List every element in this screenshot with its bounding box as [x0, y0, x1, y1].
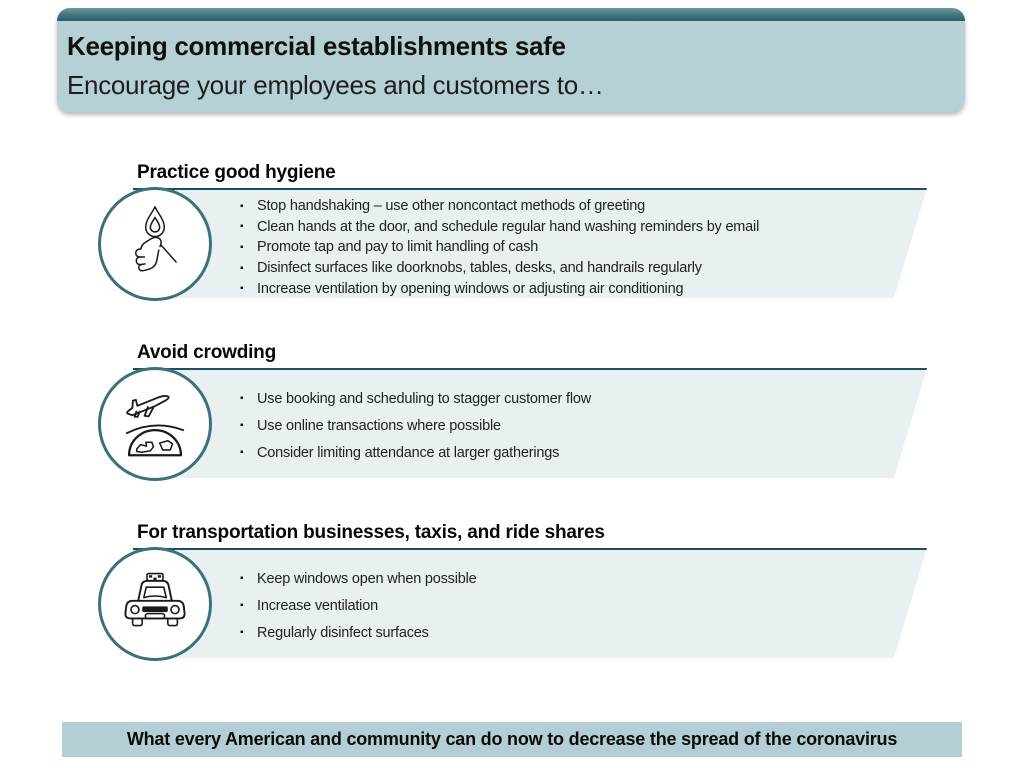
bullet-list: ▪ Use booking and scheduling to stagger c… [240, 370, 900, 466]
bullet-square-icon: ▪ [240, 241, 244, 253]
section-heading: Avoid crowding [137, 342, 276, 363]
section-heading: Practice good hygiene [137, 162, 336, 183]
list-item: ▪ Consider limiting attendance at larger … [240, 439, 900, 466]
section-heading: For transportation businesses, taxis, an… [137, 522, 605, 543]
icon-circle [98, 187, 212, 301]
list-item: ▪ Promote tap and pay to limit handling o… [240, 237, 900, 258]
bullet-text: Promote tap and pay to limit handling of… [257, 239, 539, 256]
list-item: ▪ Use booking and scheduling to stagger c… [240, 385, 900, 412]
header-panel: Keeping commercial establishments safe E… [57, 8, 965, 112]
section-bullet-box: ▪ Keep windows open when possible ▪ Increa… [133, 548, 927, 658]
bullet-text: Increase ventilation by opening windows … [257, 280, 684, 297]
bullet-text: Disinfect surfaces like doorknobs, table… [257, 260, 702, 277]
taxi-icon [124, 572, 186, 627]
section-bullet-box: ▪ Stop handshaking – use other noncontact… [133, 188, 927, 298]
section-hygiene: Practice good hygiene ▪ Stop handshaking … [0, 160, 1024, 340]
bullet-square-icon: ▪ [240, 200, 244, 212]
bullet-square-icon: ▪ [240, 420, 244, 431]
list-item: ▪ Use online transactions where possible [240, 412, 900, 439]
section-crowding: Avoid crowding ▪ Use booking and scheduli… [0, 340, 1024, 520]
bullet-text: Regularly disinfect surfaces [257, 624, 429, 641]
header-accent-band [57, 8, 965, 21]
icon-circle [98, 547, 212, 661]
list-item: ▪ Stop handshaking – use other noncontact… [240, 196, 900, 217]
bullet-text: Stop handshaking – use other noncontact … [257, 198, 646, 215]
slide-subtitle: Encourage your employees and customers t… [67, 70, 604, 100]
slide-title: Keeping commercial establishments safe [67, 31, 566, 61]
bullet-square-icon: ▪ [240, 600, 244, 611]
bullet-square-icon: ▪ [240, 283, 244, 295]
list-item: ▪ Disinfect surfaces like doorknobs, tabl… [240, 258, 900, 279]
footer-text: What every American and community can do… [126, 729, 898, 749]
bullet-text: Increase ventilation [257, 597, 378, 614]
bullet-square-icon: ▪ [240, 447, 244, 458]
bullet-text: Use online transactions where possible [257, 417, 501, 434]
bullet-text: Use booking and scheduling to stagger cu… [257, 390, 591, 407]
list-item: ▪ Increase ventilation by opening windows… [240, 278, 900, 299]
bullet-square-icon: ▪ [240, 627, 244, 638]
bullet-text: Consider limiting attendance at larger g… [257, 444, 560, 461]
list-item: ▪ Increase ventilation [240, 592, 900, 619]
bullet-square-icon: ▪ [240, 393, 244, 404]
bullet-square-icon: ▪ [240, 262, 244, 274]
icon-circle [98, 367, 212, 481]
bullet-square-icon: ▪ [240, 221, 244, 233]
section-transportation: For transportation businesses, taxis, an… [0, 520, 1024, 700]
bullet-text: Keep windows open when possible [257, 570, 477, 587]
bullet-list: ▪ Keep windows open when possible ▪ Increa… [240, 550, 900, 646]
list-item: ▪ Regularly disinfect surfaces [240, 619, 900, 646]
list-item: ▪ Keep windows open when possible [240, 565, 900, 592]
handwashing-icon [135, 206, 177, 272]
bullet-text: Clean hands at the door, and schedule re… [257, 218, 760, 235]
bullet-list: ▪ Stop handshaking – use other noncontact… [240, 190, 900, 299]
footer-banner: What every American and community can do… [62, 722, 962, 757]
section-bullet-box: ▪ Use booking and scheduling to stagger c… [133, 368, 927, 478]
list-item: ▪ Clean hands at the door, and schedule r… [240, 217, 900, 238]
air-travel-icon [125, 395, 185, 457]
bullet-square-icon: ▪ [240, 573, 244, 584]
